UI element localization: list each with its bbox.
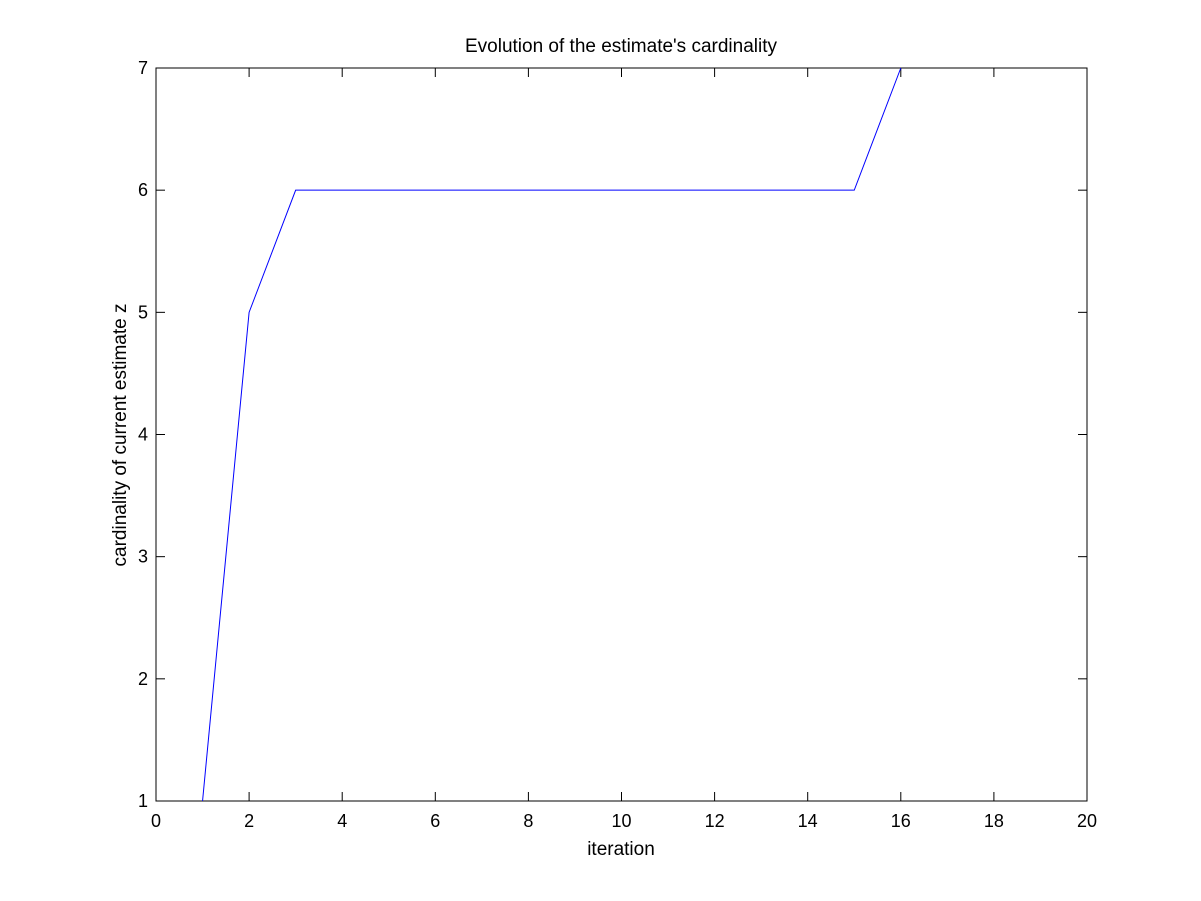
x-axis-title: iteration <box>587 839 655 860</box>
y-axis-title: cardinality of current estimate z <box>110 304 131 567</box>
x-tick-label: 2 <box>244 811 254 831</box>
x-tick-label: 18 <box>984 811 1004 831</box>
x-tick-label: 10 <box>611 811 631 831</box>
chart-title: Evolution of the estimate's cardinality <box>465 36 778 57</box>
y-tick-label: 4 <box>138 425 148 445</box>
x-tick-label: 20 <box>1077 811 1097 831</box>
x-tick-label: 14 <box>798 811 818 831</box>
series-line-0 <box>202 67 902 802</box>
y-tick-label: 3 <box>138 547 148 567</box>
x-tick-label: 6 <box>430 811 440 831</box>
y-tick-label: 5 <box>138 302 148 322</box>
y-tick-label: 6 <box>138 180 148 200</box>
x-tick-label: 4 <box>337 811 347 831</box>
axes-box <box>155 67 1088 802</box>
x-tick-label: 8 <box>523 811 533 831</box>
x-tick-label: 0 <box>151 811 161 831</box>
x-tick-label: 12 <box>705 811 725 831</box>
y-tick-label: 1 <box>138 791 148 811</box>
x-tick-label: 16 <box>891 811 911 831</box>
y-tick-label: 2 <box>138 669 148 689</box>
y-tick-label: 7 <box>138 58 148 78</box>
